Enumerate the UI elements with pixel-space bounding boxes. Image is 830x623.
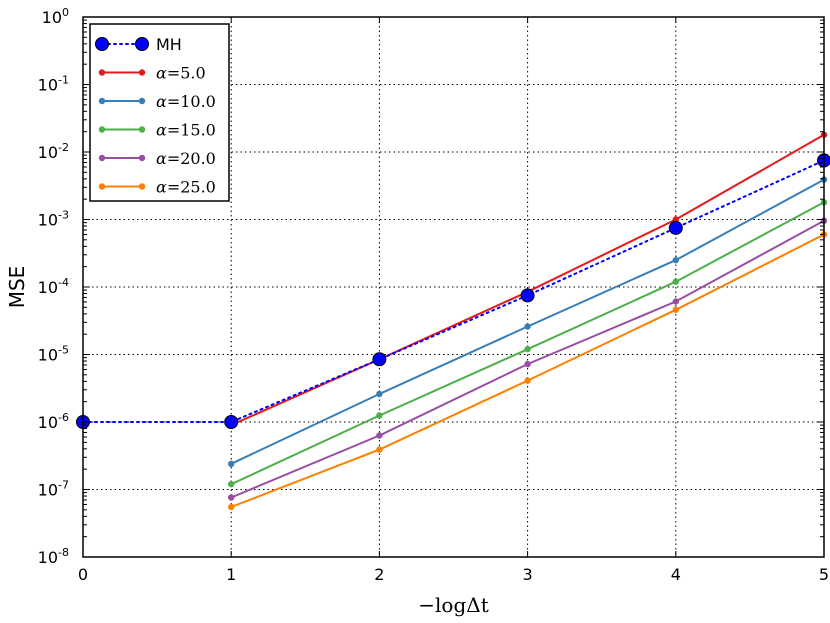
y-tick-label: 10-3 <box>38 209 69 230</box>
data-point <box>376 446 383 453</box>
series-line <box>82 159 825 423</box>
data-point <box>228 494 235 501</box>
y-tick-label: 10-7 <box>38 479 69 500</box>
legend-swatch-marker <box>98 69 106 76</box>
data-point <box>372 352 387 367</box>
x-tick-label: 5 <box>819 565 829 584</box>
data-point <box>524 377 531 384</box>
y-tick-label: 10-8 <box>38 546 69 567</box>
legend-label: α=15.0 <box>156 121 216 140</box>
x-tick-label: 3 <box>523 565 533 584</box>
data-point <box>524 360 531 368</box>
series--25-0 <box>228 231 828 511</box>
data-point <box>228 503 235 511</box>
legend-swatch-marker <box>138 69 146 76</box>
series--15-0 <box>228 199 828 488</box>
legend-swatch-marker <box>95 37 109 51</box>
x-tick-label: 1 <box>226 565 236 584</box>
legend-label: α=25.0 <box>156 178 216 197</box>
legend-swatch-marker <box>138 97 146 105</box>
series-line <box>230 201 825 486</box>
legend-label: α=5.0 <box>156 64 206 83</box>
legend-swatch-marker <box>138 154 146 162</box>
y-tick-label: 10-2 <box>38 141 69 162</box>
data-point <box>672 216 679 223</box>
y-tick-label: 10-4 <box>38 276 69 297</box>
data-point <box>668 220 683 235</box>
y-tick-label: 10-6 <box>38 411 69 432</box>
legend-swatch-marker <box>138 126 146 133</box>
legend-item: α=20.0 <box>98 149 216 168</box>
x-axis-label: −logΔt <box>418 593 488 617</box>
data-point <box>376 412 383 419</box>
legend-swatch-marker <box>98 183 106 190</box>
data-point <box>672 298 679 305</box>
x-tick-label: 2 <box>374 565 384 584</box>
legend-label: α=10.0 <box>156 92 216 111</box>
data-point <box>376 432 383 439</box>
legend-swatch-marker <box>98 126 106 133</box>
data-point <box>228 480 235 488</box>
data-point <box>224 415 239 429</box>
legend-swatch-marker <box>98 154 106 162</box>
legend-box <box>89 23 230 202</box>
axis-ticks: 0 1 2 3 4 5 100 10-1 10-2 10-3 10-4 10-5 10-6 10-7 10-… <box>38 6 829 584</box>
y-axis-label: MSE <box>5 266 29 309</box>
legend-label: α=20.0 <box>156 149 216 168</box>
data-point <box>228 460 235 468</box>
data-point <box>672 306 679 313</box>
y-tick-label: 10-5 <box>38 344 69 365</box>
y-tick-label: 100 <box>42 6 69 27</box>
legend-item: α=10.0 <box>98 92 216 111</box>
data-point <box>524 323 531 330</box>
legend-item: α=15.0 <box>98 121 216 140</box>
series-mh <box>76 153 830 429</box>
series-layer <box>76 131 830 511</box>
legend-label: MH <box>156 35 182 54</box>
series-line <box>230 233 825 508</box>
data-point <box>520 288 535 303</box>
data-point <box>672 256 679 264</box>
legend: MH α=5.0 α=10.0 α=15.0 α=20.0 α=25.0 <box>89 23 230 202</box>
data-point <box>524 345 531 353</box>
data-point <box>672 278 679 285</box>
legend-item: α=5.0 <box>98 64 206 83</box>
legend-swatch-marker <box>98 97 106 105</box>
legend-swatch-marker <box>135 37 149 51</box>
y-tick-label: 10-1 <box>38 74 69 95</box>
legend-item: MH <box>95 35 182 54</box>
legend-item: α=25.0 <box>98 178 216 197</box>
data-point <box>376 390 383 398</box>
legend-swatch-marker <box>138 183 146 190</box>
x-tick-label: 0 <box>78 565 88 584</box>
series-line <box>230 178 825 465</box>
x-tick-label: 4 <box>671 565 681 584</box>
